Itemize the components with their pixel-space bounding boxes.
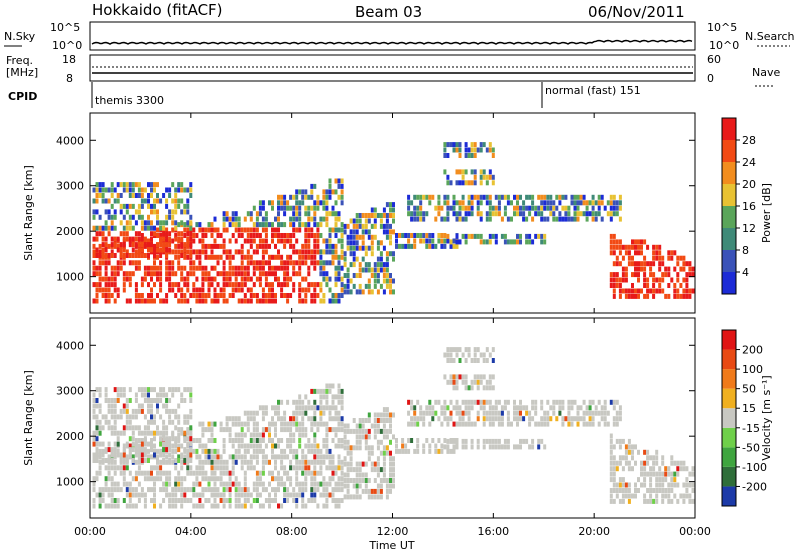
freq-unit-label: [MHz] [6, 66, 38, 79]
velocity-ytick-1000: 1000 [56, 476, 84, 489]
velocity-colorbar-swatch [722, 427, 736, 448]
velocity-colorbar-swatch [722, 388, 736, 409]
velocity-ylabel: Slant Range [km] [22, 370, 35, 466]
power-colorbar-tick: 28 [742, 134, 756, 147]
nave-label: Nave [752, 66, 780, 79]
velocity-colorbar-swatch [722, 408, 736, 428]
velocity-colorbar-tick: -200 [742, 480, 767, 493]
time-tick-3: 12:00 [377, 525, 409, 538]
power-colorbar-swatch [722, 140, 736, 162]
velocity-ytick-4000: 4000 [56, 339, 84, 352]
power-colorbar-swatch [722, 228, 736, 250]
velocity-colorbar: 200 100 50 15 -15 -50 -100 -200 [721, 329, 767, 507]
power-colorbar-swatch [722, 118, 736, 140]
power-scatter-layer [92, 142, 695, 304]
cpid-mode-normal: normal (fast) 151 [545, 84, 641, 97]
beam-title: Beam 03 [355, 3, 422, 21]
velocity-ytick-3000: 3000 [56, 385, 84, 398]
cpid-label: CPID [8, 90, 37, 103]
velocity-colorbar-swatch [722, 486, 736, 506]
power-colorbar-tick: 24 [742, 156, 756, 169]
time-tick-6: 00:00 [679, 525, 711, 538]
nave-tick-top: 60 [707, 53, 721, 66]
time-tick-4: 16:00 [477, 525, 509, 538]
power-ylabel: Slant Range [km] [22, 165, 35, 261]
velocity-colorbar-tick: 50 [742, 383, 756, 396]
cpid-mode-themis: themis 3300 [95, 94, 164, 107]
power-colorbar-swatch [722, 250, 736, 272]
nave-tick-bottom: 0 [707, 72, 714, 85]
time-axis: 00:00 04:00 08:00 12:00 16:00 20:00 00:00 [74, 113, 711, 538]
cpid-panel: CPID themis 3300 normal (fast) 151 [8, 82, 641, 108]
freq-panel: Freq. [MHz] 18 8 60 0 Nave [6, 53, 780, 87]
date-title: 06/Nov/2011 [588, 3, 685, 21]
velocity-ytick-2000: 2000 [56, 430, 84, 443]
velocity-colorbar-tick: -100 [742, 461, 767, 474]
power-ytick-1000: 1000 [56, 271, 84, 284]
power-colorbar-swatch [722, 206, 736, 228]
velocity-colorbar-swatch [722, 466, 736, 487]
power-yticks: 1000 2000 3000 4000 [56, 134, 695, 284]
velocity-colorbar-tick: -15 [742, 422, 760, 435]
freq-tick-bottom: 8 [66, 72, 73, 85]
velocity-colorbar-tick: 100 [742, 363, 763, 376]
time-tick-0: 00:00 [74, 525, 106, 538]
noise-sky-label: N.Sky [4, 30, 36, 43]
power-ytick-4000: 4000 [56, 134, 84, 147]
power-colorbar-tick: 8 [742, 244, 749, 257]
noise-right-tick-bottom: 10^0 [709, 39, 739, 52]
power-ytick-3000: 3000 [56, 180, 84, 193]
velocity-colorbar-swatch [722, 447, 736, 467]
power-colorbar-tick: 16 [742, 200, 756, 213]
power-colorbar-label: Power [dB] [760, 183, 773, 243]
velocity-colorbar-swatch [722, 369, 736, 389]
time-axis-label: Time UT [368, 539, 414, 552]
velocity-colorbar-label: Velocity [m s⁻¹] [760, 375, 773, 460]
power-colorbar-swatch [722, 184, 736, 206]
time-tick-1: 04:00 [175, 525, 207, 538]
power-colorbar-swatch [722, 162, 736, 184]
freq-tick-top: 18 [62, 53, 76, 66]
velocity-yticks: 1000 2000 3000 4000 [56, 339, 695, 489]
noise-sky-trace [91, 39, 693, 45]
noise-left-tick-bottom: 10^0 [52, 39, 82, 52]
velocity-colorbar-tick: 200 [742, 344, 763, 357]
power-colorbar-tick: 4 [742, 266, 749, 279]
velocity-colorbar-swatch [722, 349, 736, 370]
power-colorbar: 4 8 12 16 20 24 28 [721, 117, 756, 295]
station-title: Hokkaido (fitACF) [92, 1, 223, 19]
time-tick-2: 08:00 [276, 525, 308, 538]
power-colorbar-swatch [722, 272, 736, 294]
noise-search-label: N.Search [745, 30, 795, 43]
power-colorbar-tick: 20 [742, 178, 756, 191]
power-panel: Slant Range [km] 1000 2000 3000 4000 4 8 12 16… [22, 112, 773, 314]
velocity-colorbar-tick: -50 [742, 441, 760, 454]
power-colorbar-tick: 12 [742, 222, 756, 235]
freq-label: Freq. [6, 54, 33, 67]
noise-right-tick-top: 10^5 [707, 21, 737, 34]
power-ytick-2000: 2000 [56, 225, 84, 238]
noise-panel: N.Sky 10^5 10^0 10^5 10^0 N.Search [4, 21, 795, 52]
velocity-panel: Slant Range [km] 1000 2000 3000 4000 200 100… [22, 317, 773, 519]
velocity-colorbar-tick: 15 [742, 402, 756, 415]
velocity-colorbar-swatch [722, 330, 736, 350]
noise-left-tick-top: 10^5 [50, 21, 80, 34]
velocity-scatter-layer [92, 347, 695, 509]
time-tick-5: 20:00 [578, 525, 610, 538]
